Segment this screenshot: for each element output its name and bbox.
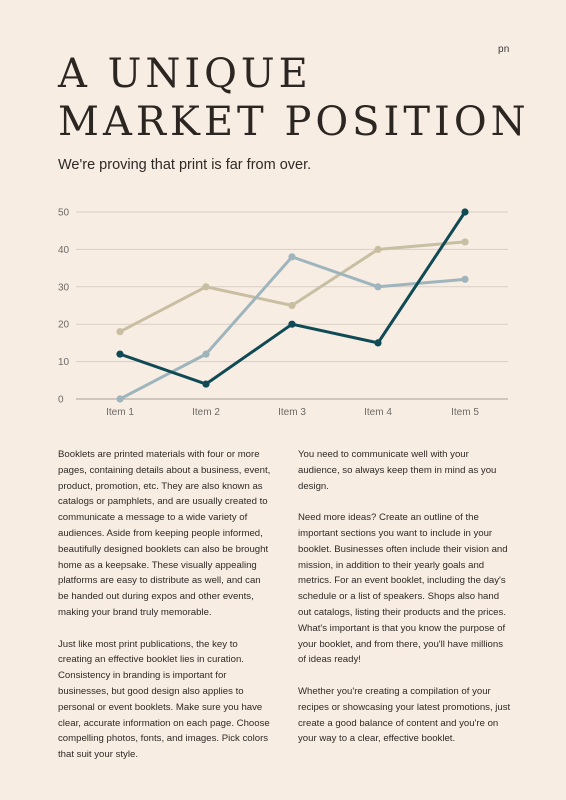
data-point (202, 380, 210, 388)
x-tick-label: Item 3 (278, 407, 306, 418)
x-tick-label: Item 2 (192, 407, 220, 418)
data-point (288, 320, 296, 328)
data-point (374, 245, 382, 253)
body-column-right: You need to communicate well with your a… (298, 447, 512, 763)
page-subtitle: We're proving that print is far from ove… (58, 157, 312, 173)
data-point (202, 350, 210, 358)
line-chart: 0 10 20 30 40 50 Item 1 Item 2 Item 3 Item 4 Item … (58, 208, 508, 418)
data-point (202, 283, 210, 291)
series-line (118, 255, 467, 401)
page-title: A UNIQUE MARKET POSITION (58, 50, 530, 146)
body-column-left: Booklets are printed materials with four… (58, 447, 272, 779)
data-point (374, 339, 382, 347)
x-tick-label: Item 4 (364, 407, 392, 418)
data-point (288, 253, 296, 261)
y-tick-label: 10 (58, 357, 70, 368)
data-point (116, 328, 124, 336)
title-line-2: MARKET POSITION (58, 99, 530, 145)
data-point (461, 238, 469, 246)
data-point (288, 301, 296, 310)
series-line (118, 210, 467, 386)
body-paragraph: Whether you're creating a compilation of… (298, 685, 511, 745)
x-tick-label: Item 1 (106, 407, 134, 418)
body-paragraph: Just like most print publications, the k… (58, 638, 270, 761)
body-paragraph: You need to communicate well with your a… (298, 449, 497, 492)
data-point (116, 395, 124, 403)
data-point (374, 283, 382, 291)
y-tick-label: 50 (58, 208, 70, 219)
y-tick-label: 20 (58, 320, 70, 331)
y-tick-label: 0 (58, 395, 64, 406)
brand-logo: pn (498, 44, 510, 55)
y-tick-label: 30 (58, 282, 70, 293)
x-tick-label: Item 5 (451, 407, 479, 418)
body-paragraph: Booklets are printed materials with four… (58, 449, 271, 618)
data-point (461, 275, 469, 283)
data-point (116, 350, 124, 358)
body-paragraph: Need more ideas? Create an outline of th… (298, 512, 508, 666)
title-line-1: A UNIQUE (58, 51, 312, 97)
data-point (461, 208, 469, 216)
y-tick-label: 40 (58, 245, 70, 256)
